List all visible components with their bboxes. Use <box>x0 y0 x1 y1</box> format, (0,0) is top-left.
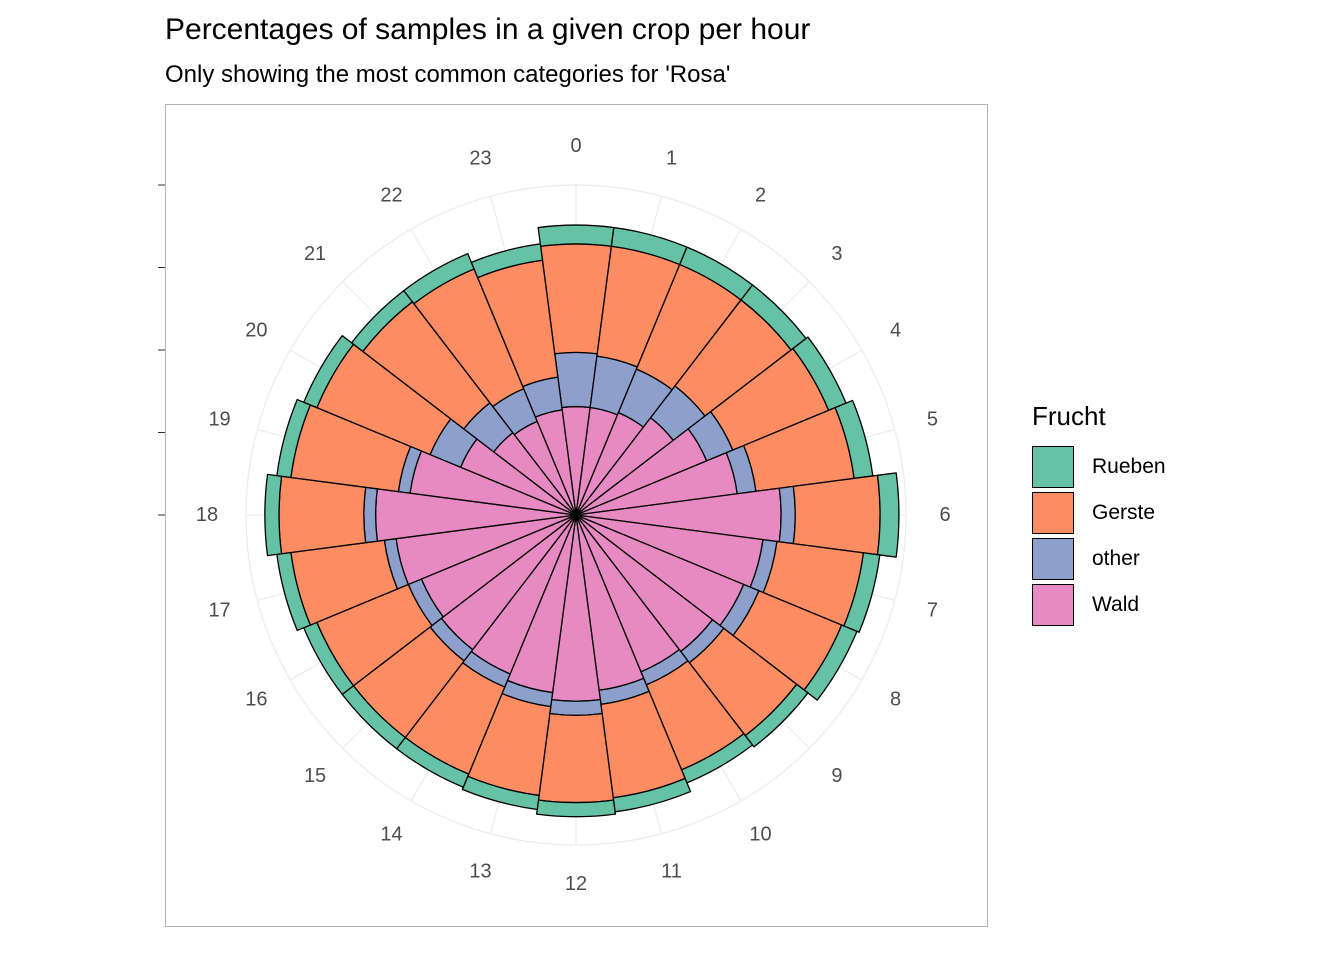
hour-label-20: 20 <box>245 320 267 342</box>
bars <box>264 224 900 818</box>
legend-label-gerste: Gerste <box>1092 501 1156 524</box>
hour-label-13: 13 <box>469 860 491 882</box>
hour-label-7: 7 <box>927 600 938 622</box>
hour-label-17: 17 <box>208 600 230 622</box>
bar-rueben-hour-20 <box>303 334 355 409</box>
hour-label-16: 16 <box>245 689 267 711</box>
legend-item-wald: Wald <box>1032 582 1166 628</box>
hour-label-8: 8 <box>890 689 901 711</box>
legend-item-gerste: Gerste <box>1032 490 1166 536</box>
bar-other-hour-18 <box>363 486 379 544</box>
bar-other-hour-6 <box>778 485 796 545</box>
bar-rueben-hour-13 <box>461 775 540 811</box>
hour-label-23: 23 <box>469 148 491 170</box>
chart-subtitle: Only showing the most common categories … <box>165 61 731 88</box>
bar-rueben-hour-0 <box>537 224 615 247</box>
legend-key-wald <box>1032 584 1074 626</box>
hour-label-19: 19 <box>208 408 230 430</box>
bar-rueben-hour-23 <box>470 243 544 279</box>
legend-item-other: other <box>1032 536 1166 582</box>
legend-label-rueben: Rueben <box>1092 455 1166 478</box>
hour-label-11: 11 <box>661 860 682 882</box>
hour-label-1: 1 <box>666 148 677 170</box>
bar-rueben-hour-19 <box>276 398 311 479</box>
hour-label-15: 15 <box>304 765 326 787</box>
legend-key-gerste <box>1032 492 1074 534</box>
bar-gerste-hour-6 <box>792 474 881 556</box>
hour-label-3: 3 <box>831 243 842 265</box>
legend-key-rueben <box>1032 446 1074 488</box>
legend-label-wald: Wald <box>1092 593 1140 616</box>
legend-label-other: other <box>1092 547 1140 570</box>
bar-rueben-hour-12 <box>535 799 617 818</box>
bar-gerste-hour-12 <box>537 712 615 804</box>
hour-label-22: 22 <box>380 184 402 206</box>
hour-label-21: 21 <box>304 243 326 265</box>
bar-rueben-hour-22 <box>403 253 475 305</box>
hour-label-18: 18 <box>196 504 218 526</box>
hour-label-14: 14 <box>380 824 402 846</box>
hour-label-4: 4 <box>890 320 901 342</box>
chart-title: Percentages of samples in a given crop p… <box>165 13 811 46</box>
bar-other-hour-12 <box>549 698 603 716</box>
legend-item-rueben: Rueben <box>1032 444 1166 490</box>
bar-gerste-hour-18 <box>278 475 367 555</box>
bar-rueben-hour-8 <box>803 624 858 701</box>
legend-key-other <box>1032 538 1074 580</box>
hour-label-0: 0 <box>570 135 581 157</box>
hour-label-2: 2 <box>755 184 766 206</box>
hour-label-6: 6 <box>939 504 950 526</box>
bar-rueben-hour-6 <box>876 472 900 558</box>
plot-panel-border <box>165 104 988 927</box>
legend-title: Frucht <box>1032 401 1106 431</box>
bar-rueben-hour-18 <box>264 473 283 557</box>
bar-rueben-hour-7 <box>843 552 881 633</box>
hour-label-10: 10 <box>749 824 771 846</box>
hour-label-5: 5 <box>927 408 938 430</box>
hour-label-9: 9 <box>831 765 842 787</box>
hour-label-12: 12 <box>565 873 587 895</box>
radial-axis-ticks <box>158 184 165 516</box>
legend: Frucht Rueben Gerste other Wald <box>1032 398 1166 628</box>
bar-rueben-hour-9 <box>744 683 809 748</box>
